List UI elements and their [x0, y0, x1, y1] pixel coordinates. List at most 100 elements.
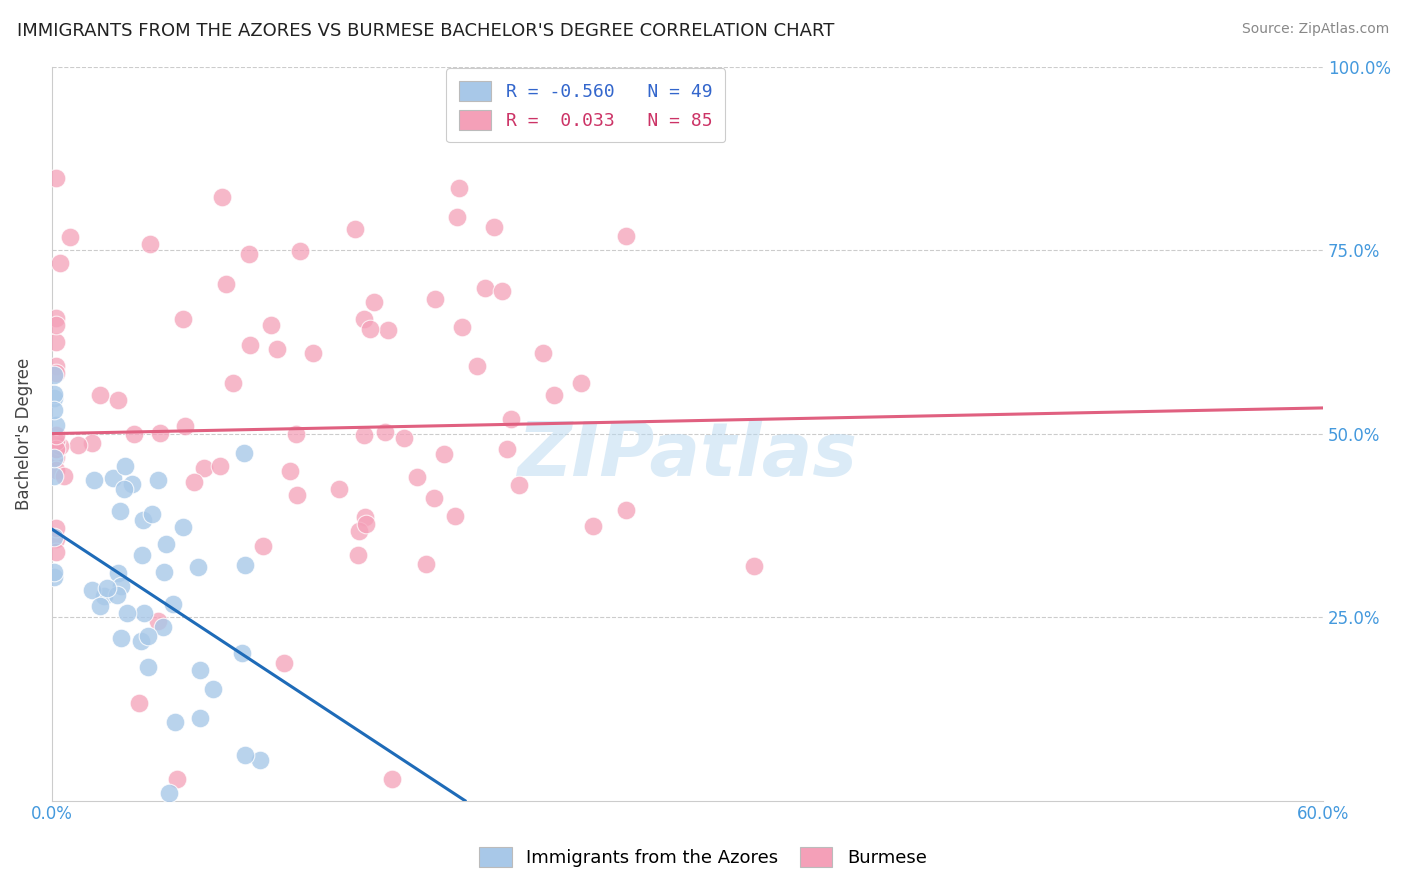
- Point: [501, 412, 523, 426]
- Point: [172, 520, 194, 534]
- Point: [543, 388, 565, 402]
- Point: [45, 450, 67, 464]
- Point: [187, 560, 209, 574]
- Point: [215, 277, 238, 291]
- Point: [93, 589, 115, 603]
- Point: [422, 491, 444, 506]
- Point: [328, 482, 350, 496]
- Point: [359, 322, 381, 336]
- Point: [231, 646, 253, 660]
- Point: [260, 318, 283, 332]
- Point: [49, 256, 72, 270]
- Point: [446, 210, 468, 224]
- Point: [433, 447, 456, 461]
- Point: [45, 443, 67, 458]
- Point: [42, 530, 65, 544]
- Point: [121, 476, 143, 491]
- Point: [149, 425, 172, 440]
- Point: [252, 539, 274, 553]
- Point: [112, 482, 135, 496]
- Point: [280, 465, 302, 479]
- Point: [347, 524, 370, 538]
- Point: [444, 509, 467, 524]
- Point: [122, 426, 145, 441]
- Point: [582, 519, 605, 533]
- Point: [531, 346, 554, 360]
- Point: [273, 657, 295, 671]
- Point: [110, 504, 132, 518]
- Point: [233, 748, 256, 763]
- Point: [508, 477, 530, 491]
- Point: [569, 376, 592, 390]
- Point: [45, 521, 67, 535]
- Point: [83, 473, 105, 487]
- Point: [82, 582, 104, 597]
- Point: [188, 711, 211, 725]
- Point: [128, 696, 150, 710]
- Point: [148, 615, 170, 629]
- Point: [110, 631, 132, 645]
- Point: [238, 247, 260, 261]
- Point: [302, 346, 325, 360]
- Point: [114, 459, 136, 474]
- Point: [211, 190, 233, 204]
- Point: [163, 714, 186, 729]
- Point: [742, 559, 765, 574]
- Point: [155, 537, 177, 551]
- Point: [42, 450, 65, 465]
- Point: [238, 337, 260, 351]
- Point: [157, 786, 180, 800]
- Point: [132, 606, 155, 620]
- Point: [42, 387, 65, 401]
- Point: [42, 403, 65, 417]
- Point: [172, 311, 194, 326]
- Text: IMMIGRANTS FROM THE AZORES VS BURMESE BACHELOR'S DEGREE CORRELATION CHART: IMMIGRANTS FROM THE AZORES VS BURMESE BA…: [17, 22, 834, 40]
- Point: [614, 229, 637, 244]
- Point: [465, 359, 488, 374]
- Point: [131, 548, 153, 562]
- Point: [107, 566, 129, 581]
- Point: [45, 310, 67, 325]
- Point: [136, 660, 159, 674]
- Point: [415, 557, 437, 571]
- Point: [45, 463, 67, 477]
- Point: [222, 376, 245, 391]
- Point: [209, 458, 232, 473]
- Point: [45, 434, 67, 448]
- Point: [136, 629, 159, 643]
- Point: [233, 558, 256, 573]
- Point: [45, 442, 67, 457]
- Point: [110, 579, 132, 593]
- Point: [107, 392, 129, 407]
- Point: [89, 388, 111, 402]
- Point: [496, 442, 519, 457]
- Point: [45, 334, 67, 349]
- Point: [42, 391, 65, 405]
- Point: [249, 753, 271, 767]
- Point: [288, 244, 311, 259]
- Point: [491, 284, 513, 298]
- Point: [201, 681, 224, 696]
- Point: [96, 581, 118, 595]
- Point: [45, 428, 67, 442]
- Point: [347, 548, 370, 562]
- Point: [353, 509, 375, 524]
- Point: [374, 425, 396, 440]
- Point: [381, 772, 404, 786]
- Legend: Immigrants from the Azores, Burmese: Immigrants from the Azores, Burmese: [470, 838, 936, 876]
- Point: [449, 181, 471, 195]
- Point: [148, 473, 170, 487]
- Point: [67, 438, 90, 452]
- Point: [42, 368, 65, 382]
- Point: [377, 323, 399, 337]
- Point: [285, 488, 308, 502]
- Point: [52, 468, 75, 483]
- Text: Source: ZipAtlas.com: Source: ZipAtlas.com: [1241, 22, 1389, 37]
- Point: [89, 599, 111, 614]
- Point: [101, 471, 124, 485]
- Point: [162, 597, 184, 611]
- Point: [45, 418, 67, 433]
- Point: [266, 342, 288, 356]
- Point: [141, 507, 163, 521]
- Point: [42, 565, 65, 579]
